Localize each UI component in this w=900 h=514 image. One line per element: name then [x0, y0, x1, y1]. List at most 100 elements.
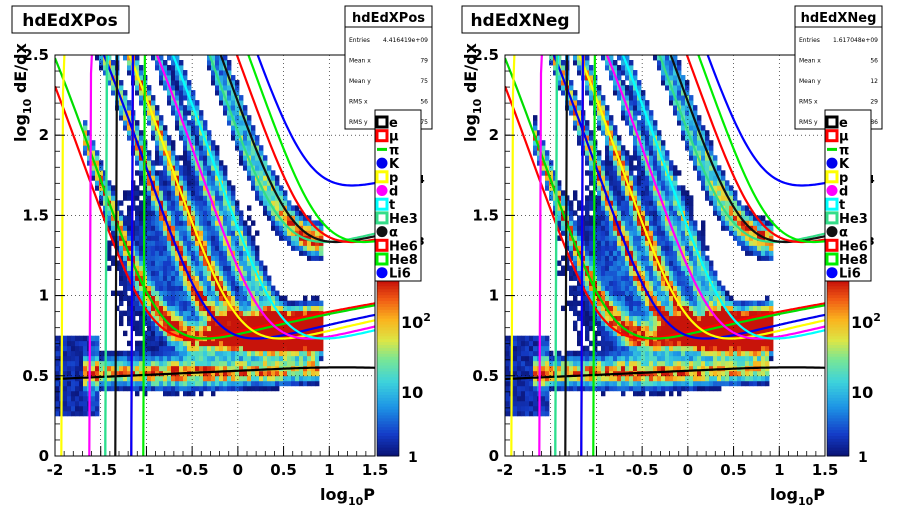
- heatmap-cell: [203, 365, 208, 372]
- heatmap-cell: [665, 310, 670, 317]
- heatmap-cell: [251, 375, 256, 382]
- heatmap-cell: [223, 240, 228, 246]
- heatmap-cell: [585, 185, 590, 191]
- heatmap-cell: [203, 260, 208, 266]
- heatmap-cell: [589, 365, 594, 372]
- heatmap-cell: [79, 350, 84, 357]
- heatmap-cell: [83, 340, 88, 347]
- heatmap-cell: [621, 355, 626, 362]
- heatmap-cell: [669, 170, 674, 176]
- heatmap-cell: [661, 240, 666, 246]
- heatmap-cell: [275, 315, 280, 322]
- heatmap-cell: [597, 180, 602, 186]
- heatmap-cell: [609, 200, 614, 206]
- legend-marker-e: [375, 115, 389, 129]
- heatmap-cell: [625, 365, 630, 372]
- heatmap-cell: [625, 335, 630, 342]
- heatmap-cell: [641, 135, 646, 141]
- heatmap-cell: [629, 235, 634, 241]
- heatmap-cell: [191, 235, 196, 241]
- heatmap-cell: [505, 410, 510, 417]
- heatmap-cell: [255, 135, 260, 141]
- heatmap-cell: [565, 365, 570, 372]
- heatmap-cell: [537, 130, 542, 136]
- heatmap-cell: [669, 265, 674, 271]
- heatmap-cell: [171, 225, 176, 231]
- heatmap-cell: [147, 95, 152, 101]
- heatmap-cell: [303, 340, 308, 347]
- heatmap-cell: [295, 370, 300, 377]
- heatmap-cell: [605, 270, 610, 276]
- heatmap-cell: [107, 55, 112, 61]
- heatmap-cell: [95, 405, 100, 412]
- heatmap-cell: [609, 375, 614, 382]
- heatmap-cell: [159, 300, 164, 307]
- heatmap-cell: [665, 270, 670, 276]
- heatmap-cell: [569, 225, 574, 231]
- heatmap-cell: [203, 240, 208, 246]
- heatmap-cell: [291, 230, 296, 236]
- heatmap-cell: [657, 315, 662, 322]
- heatmap-cell: [247, 170, 252, 176]
- heatmap-cell: [645, 125, 650, 131]
- heatmap-cell: [657, 135, 662, 141]
- heatmap-cell: [99, 175, 104, 181]
- heatmap-cell: [653, 255, 658, 261]
- heatmap-cell: [235, 290, 240, 296]
- legend-marker-K: [376, 157, 388, 169]
- heatmap-cell: [673, 290, 678, 296]
- heatmap-cell: [637, 345, 642, 352]
- heatmap-cell: [119, 350, 124, 357]
- heatmap-cell: [191, 170, 196, 176]
- heatmap-cell: [505, 345, 510, 352]
- heatmap-cell: [203, 215, 208, 221]
- heatmap-cell: [175, 205, 180, 211]
- heatmap-cell: [75, 390, 80, 397]
- heatmap-cell: [179, 355, 184, 362]
- heatmap-cell: [239, 160, 244, 166]
- heatmap-cell: [589, 270, 594, 276]
- heatmap-cell: [135, 160, 140, 166]
- heatmap-cell: [239, 100, 244, 106]
- heatmap-cell: [573, 100, 578, 106]
- heatmap-cell: [641, 255, 646, 261]
- heatmap-cell: [259, 165, 264, 171]
- heatmap-cell: [135, 350, 140, 357]
- heatmap-cell: [179, 80, 184, 86]
- heatmap-cell: [199, 155, 204, 161]
- heatmap-cell: [171, 365, 176, 372]
- heatmap-cell: [131, 310, 136, 317]
- curve-pi: [55, 57, 375, 340]
- heatmap-cell: [661, 215, 666, 221]
- heatmap-cell: [601, 325, 606, 332]
- heatmap-cell: [625, 185, 630, 191]
- heatmap-cell: [625, 75, 630, 81]
- heatmap-cell: [681, 360, 686, 367]
- heatmap-cell: [637, 390, 642, 397]
- heatmap-cell: [203, 275, 208, 281]
- heatmap-cell: [307, 220, 312, 226]
- heatmap-cell: [585, 145, 590, 151]
- heatmap-cell: [223, 180, 228, 186]
- heatmap-cell: [215, 195, 220, 201]
- heatmap-cell: [191, 245, 196, 251]
- heatmap-cell: [641, 355, 646, 362]
- heatmap-cell: [287, 220, 292, 226]
- heatmap-cell: [641, 265, 646, 271]
- heatmap-cell: [275, 175, 280, 181]
- heatmap-cell: [159, 130, 164, 136]
- heatmap-cell: [251, 170, 256, 176]
- heatmap-cell: [167, 340, 172, 347]
- heatmap-cell: [83, 360, 88, 367]
- heatmap-cell: [681, 135, 686, 141]
- heatmap-cell: [589, 165, 594, 171]
- heatmap-cell: [653, 240, 658, 246]
- heatmap-cell: [223, 360, 228, 367]
- heatmap-cell: [263, 350, 268, 357]
- heatmap-cell: [227, 185, 232, 191]
- heatmap-cell: [211, 390, 216, 397]
- heatmap-cell: [199, 230, 204, 236]
- heatmap-cell: [677, 255, 682, 261]
- heatmap-cell: [271, 190, 276, 196]
- heatmap-cell: [585, 335, 590, 342]
